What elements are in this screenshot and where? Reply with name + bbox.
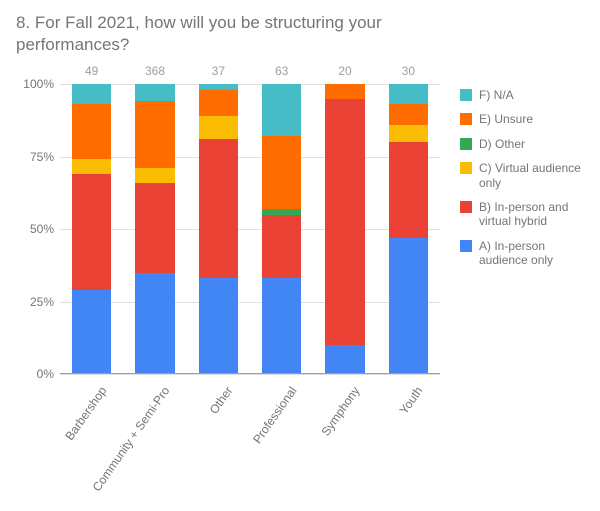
bar-segment-b	[325, 99, 364, 346]
bar-segment-f	[389, 84, 428, 104]
bar-segment-c	[389, 125, 428, 142]
y-tick-label: 25%	[30, 295, 54, 309]
bar-segment-a	[389, 238, 428, 374]
bar-segment-e	[325, 84, 364, 99]
bar-segment-f	[72, 84, 111, 104]
bar	[72, 84, 111, 374]
bar-segment-a	[72, 290, 111, 374]
bar-segment-a	[262, 278, 301, 374]
bar-segment-e	[389, 104, 428, 124]
legend-label: A) In-person audience only	[479, 239, 592, 268]
legend-item: C) Virtual audience only	[460, 161, 592, 190]
legend-label: C) Virtual audience only	[479, 161, 592, 190]
legend-item: E) Unsure	[460, 112, 592, 126]
legend-swatch	[460, 138, 472, 150]
bar-segment-e	[135, 101, 174, 168]
bar-segment-b	[262, 215, 301, 279]
bar-segment-f	[262, 84, 301, 136]
bar-segment-b	[135, 183, 174, 273]
bar-segment-b	[389, 142, 428, 238]
legend-label: F) N/A	[479, 88, 592, 102]
bar-segment-f	[135, 84, 174, 101]
bar-segment-c	[199, 116, 238, 139]
bar-count-label: 30	[402, 64, 415, 78]
legend-item: F) N/A	[460, 88, 592, 102]
bar-count-label: 63	[275, 64, 288, 78]
legend-swatch	[460, 113, 472, 125]
legend: F) N/A E) Unsure D) Other C) Virtual audien…	[460, 88, 592, 278]
bar-count-label: 20	[338, 64, 351, 78]
legend-swatch	[460, 89, 472, 101]
legend-label: D) Other	[479, 137, 592, 151]
legend-swatch	[460, 162, 472, 174]
bar-segment-e	[72, 104, 111, 159]
legend-item: A) In-person audience only	[460, 239, 592, 268]
bar	[262, 84, 301, 374]
bar-segment-e	[262, 136, 301, 209]
bar-segment-a	[135, 273, 174, 375]
bar-segment-b	[199, 139, 238, 278]
bar-segment-a	[325, 345, 364, 374]
bar-segment-c	[135, 168, 174, 183]
legend-swatch	[460, 201, 472, 213]
bar	[389, 84, 428, 374]
legend-item: D) Other	[460, 137, 592, 151]
legend-label: B) In-person and virtual hybrid	[479, 200, 592, 229]
y-tick-label: 0%	[37, 367, 54, 381]
bar-count-label: 37	[212, 64, 225, 78]
bar-count-label: 49	[85, 64, 98, 78]
legend-item: B) In-person and virtual hybrid	[460, 200, 592, 229]
bar-segment-c	[72, 159, 111, 174]
bar	[135, 84, 174, 374]
y-tick-label: 75%	[30, 150, 54, 164]
y-tick-label: 50%	[30, 222, 54, 236]
chart-title: 8. For Fall 2021, how will you be struct…	[16, 12, 446, 56]
x-axis-labels: BarbershopCommunity + Semi-ProOtherProfe…	[60, 380, 440, 490]
plot-area: 0%25%50%75%100% 4936837632030	[60, 84, 440, 374]
bar	[325, 84, 364, 374]
bar-segment-e	[199, 90, 238, 116]
bar-segment-b	[72, 174, 111, 290]
y-tick-label: 100%	[23, 77, 54, 91]
legend-swatch	[460, 240, 472, 252]
legend-label: E) Unsure	[479, 112, 592, 126]
bar-count-label: 368	[145, 64, 165, 78]
stacked-bar-chart: 8. For Fall 2021, how will you be struct…	[0, 0, 600, 511]
